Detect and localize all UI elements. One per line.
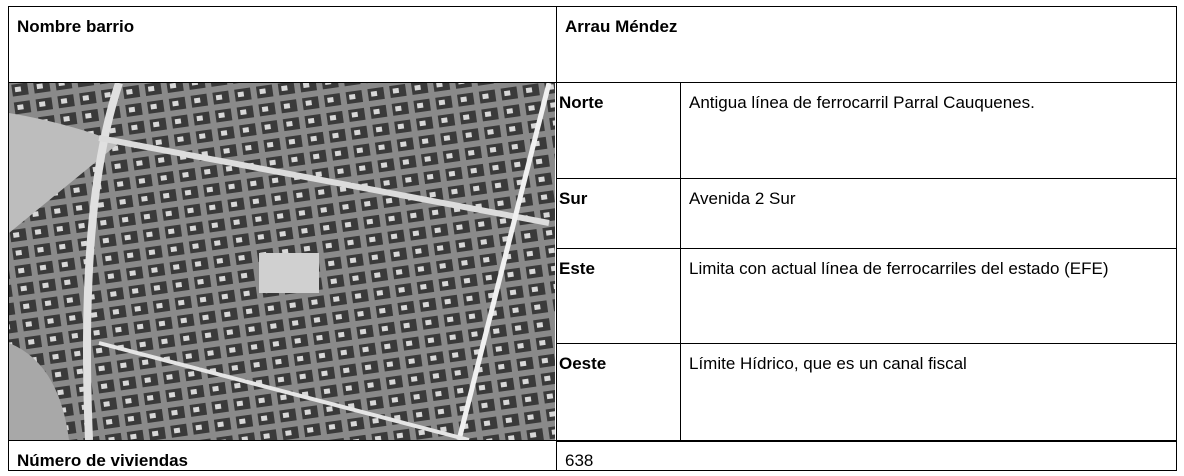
- aerial-photo: [9, 83, 555, 440]
- footer-value: 638: [556, 440, 1177, 471]
- direction: Sur: [556, 178, 681, 249]
- description: Límite Hídrico, que es un canal fiscal: [680, 343, 1177, 442]
- direction: Oeste: [556, 343, 681, 442]
- footer-label: Número de viviendas: [8, 440, 557, 471]
- direction: Este: [556, 248, 681, 344]
- header-value: Arrau Méndez: [556, 6, 1177, 83]
- description: Avenida 2 Sur: [680, 178, 1177, 249]
- description: Limita con actual línea de ferrocarriles…: [680, 248, 1177, 344]
- direction: Norte: [556, 82, 681, 179]
- header-label: Nombre barrio: [8, 6, 557, 83]
- description: Antigua línea de ferrocarril Parral Cauq…: [680, 82, 1177, 179]
